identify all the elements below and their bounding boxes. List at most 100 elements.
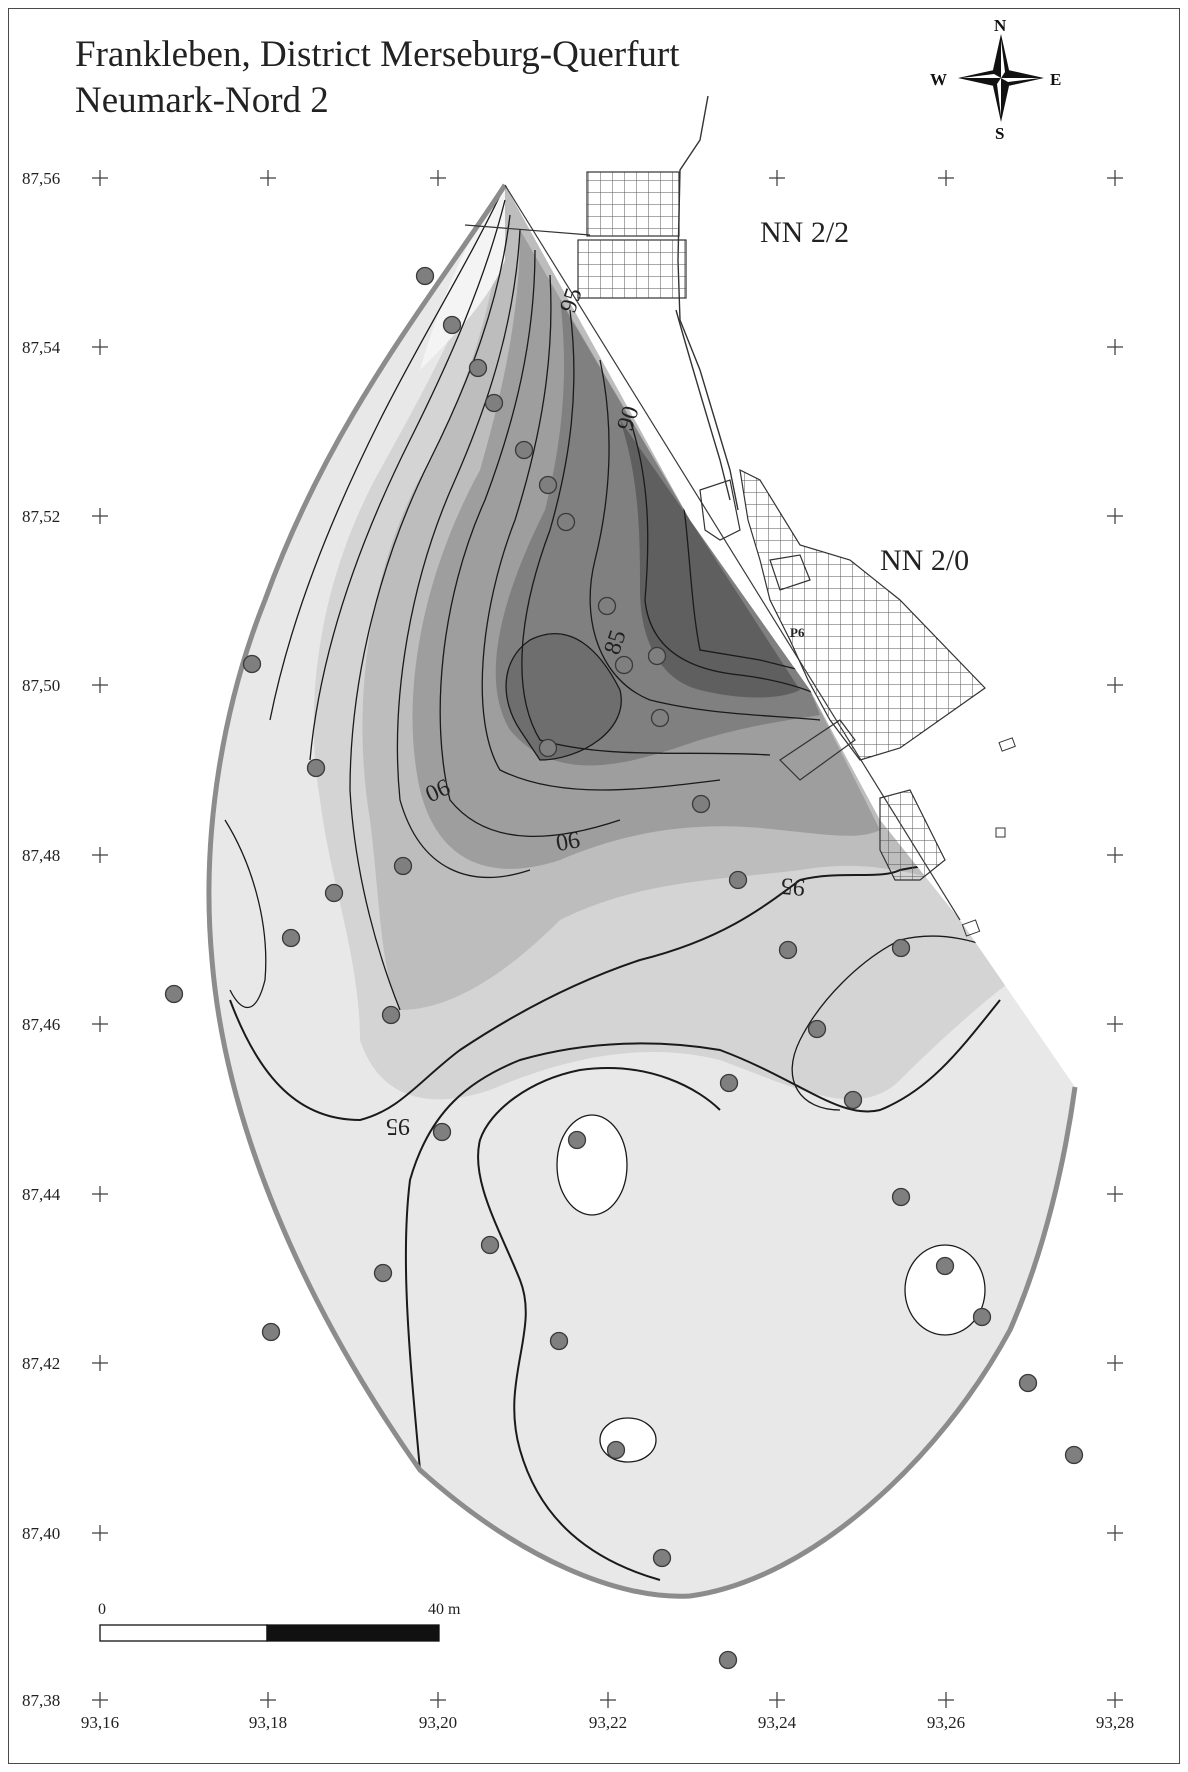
compass-rose-icon: N S E W: [930, 16, 1061, 143]
y-coordinate-label: 87,52: [22, 507, 60, 526]
contour-lines: [224, 185, 1041, 1581]
sample-point: [242, 654, 262, 674]
contour-hollow-3: [599, 1417, 657, 1463]
trench-nn22-north: [586, 171, 680, 237]
compass-label-west: W: [930, 70, 947, 89]
scale-bar-segment-dark: [266, 1624, 440, 1642]
sample-points: [164, 266, 1084, 1670]
map-subtitle: Neumark-Nord 2: [75, 80, 329, 121]
trench-nn20: [739, 468, 986, 761]
y-coordinate-label: 87,50: [22, 676, 60, 695]
contour-line-east: [791, 935, 1021, 1111]
contour-line: [481, 274, 721, 791]
sample-point: [442, 315, 462, 335]
compass-label-north: N: [994, 16, 1007, 35]
sample-point: [597, 596, 617, 616]
sample-point: [647, 646, 667, 666]
y-coordinate-label: 87,54: [22, 338, 61, 357]
x-coordinate-label: 93,20: [419, 1713, 457, 1732]
y-coordinate-label: 87,42: [22, 1354, 60, 1373]
sample-point: [556, 512, 576, 532]
sample-point: [1018, 1373, 1038, 1393]
contour-line-95-low: [404, 999, 1001, 1471]
sample-point: [891, 938, 911, 958]
contour-label-90-mid: 90: [554, 826, 582, 856]
survey-line: [464, 224, 591, 236]
contour-hollow-1: [556, 1114, 628, 1216]
band-inner-basin: [506, 633, 622, 760]
sample-point: [935, 1256, 955, 1276]
sample-point: [373, 1263, 393, 1283]
band-deepest: [620, 420, 800, 698]
access-track-2: [675, 309, 731, 501]
sample-point: [381, 1005, 401, 1025]
sample-point: [778, 940, 798, 960]
sample-point: [538, 738, 558, 758]
access-track: [677, 95, 739, 511]
sample-point: [393, 856, 413, 876]
x-coordinate-label: 93,18: [249, 1713, 287, 1732]
compass-label-south: S: [995, 124, 1004, 143]
contour-line: [589, 359, 821, 721]
sample-point: [719, 1073, 739, 1093]
sample-point: [484, 393, 504, 413]
site-boundary: [206, 183, 1078, 1599]
sample-point: [843, 1090, 863, 1110]
contour-line: [439, 249, 621, 838]
small-structure: [961, 919, 981, 937]
contour-label-95-left: 95: [386, 1113, 410, 1139]
contour-line: [349, 214, 511, 1011]
contour-line: [505, 633, 622, 761]
scale-bar-segment-light: [99, 1624, 268, 1642]
x-coordinate-label: 93,16: [81, 1713, 119, 1732]
contour-line: [629, 419, 831, 701]
sample-point: [728, 870, 748, 890]
sample-point: [261, 1322, 281, 1342]
sample-point: [480, 1235, 500, 1255]
sample-point: [718, 1650, 738, 1670]
sample-point: [468, 358, 488, 378]
sample-point: [650, 708, 670, 728]
trench-east-small: [879, 789, 946, 881]
small-structure: [995, 827, 1006, 838]
sample-point: [164, 984, 184, 1004]
band-upper-west: [420, 185, 505, 370]
structure-outline: [699, 479, 741, 541]
contour-hollow-2: [904, 1244, 986, 1336]
sample-point: [652, 1548, 672, 1568]
y-coordinate-label: 87,48: [22, 846, 60, 865]
area-label-nn22: NN 2/2: [760, 216, 849, 249]
sample-point: [538, 475, 558, 495]
sample-point: [549, 1331, 569, 1351]
sample-point: [1064, 1445, 1084, 1465]
sample-point: [606, 1440, 626, 1460]
sample-point: [324, 883, 344, 903]
sample-point: [432, 1122, 452, 1142]
y-coordinate-label: 87,38: [22, 1691, 60, 1710]
map-title: Frankleben, District Merseburg-Querfurt: [75, 34, 680, 75]
trench-nn22-south: [577, 239, 687, 299]
scale-bar-start-label: 0: [98, 1601, 106, 1618]
scale-bar: 0 40 m: [98, 1601, 461, 1642]
trench-features: [464, 95, 1016, 937]
structure-outline-2: [769, 554, 811, 591]
x-coordinate-label: 93,22: [589, 1713, 627, 1732]
sample-point: [614, 655, 634, 675]
contour-line: [309, 199, 506, 761]
sample-point: [807, 1019, 827, 1039]
sample-point: [415, 266, 435, 286]
x-coordinate-label: 93,28: [1096, 1713, 1134, 1732]
y-coordinate-label: 87,40: [22, 1524, 60, 1543]
compass-label-east: E: [1050, 70, 1061, 89]
sample-point: [972, 1307, 992, 1327]
contour-label-95-right: 95: [780, 872, 806, 900]
contour-line-west-loop: [224, 819, 267, 1009]
structure-outline-3: [779, 719, 856, 781]
contour-line: [269, 185, 506, 721]
contour-line-lower: [477, 1067, 721, 1581]
area-label-nn20: NN 2/0: [880, 544, 969, 577]
scale-bar-end-label: 40 m: [428, 1601, 461, 1618]
area-label-p6: P6: [790, 625, 805, 640]
sample-point: [691, 794, 711, 814]
